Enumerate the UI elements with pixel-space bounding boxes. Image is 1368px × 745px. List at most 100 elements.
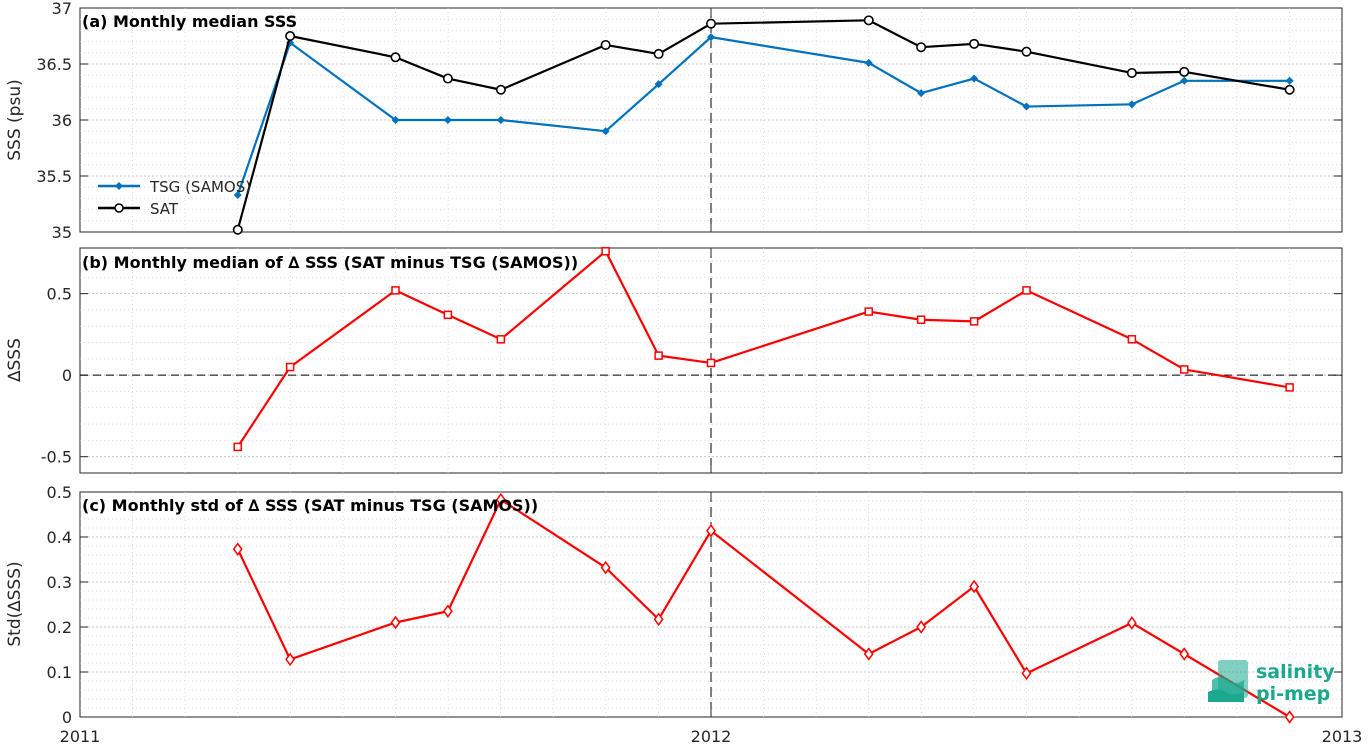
- data-point: [285, 652, 296, 667]
- data-point: [1126, 67, 1137, 78]
- data-point: [863, 647, 874, 661]
- legend: TSG (SAMOS) SAT: [98, 178, 251, 218]
- y-tick-label: -0.5: [41, 448, 72, 467]
- data-point: [442, 604, 453, 619]
- y-tick-label: 0: [62, 366, 72, 385]
- data-point: [653, 48, 664, 59]
- panel-b: -0.5 0 0.5 (b) Monthly median of ∆ SSS (SA…: [5, 247, 1343, 474]
- data-point: [391, 116, 400, 124]
- panel-a-ylabel: SSS (psu): [5, 79, 25, 160]
- data-point: [706, 523, 716, 538]
- legend-tsg-label: TSG (SAMOS): [149, 178, 251, 196]
- y-tick-label: 35: [52, 223, 72, 242]
- x-tick-label: 2011: [60, 727, 101, 745]
- data-point: [864, 58, 873, 67]
- data-point: [600, 39, 611, 50]
- data-point: [1127, 335, 1137, 344]
- data-point: [970, 74, 979, 83]
- data-point: [1284, 84, 1295, 95]
- data-point: [1022, 102, 1031, 111]
- data-point: [1179, 647, 1190, 661]
- panel-c: 0 0.1 0.2 0.3 0.4 0.5 (c) Monthly std of ∆ SS…: [5, 483, 1343, 727]
- data-point: [390, 52, 401, 63]
- panel-c-series: [232, 492, 1295, 724]
- data-point: [233, 191, 242, 200]
- x-tick-label: 2012: [691, 727, 732, 745]
- data-point: [969, 38, 980, 49]
- data-point: [1022, 286, 1031, 295]
- data-point: [1285, 76, 1294, 85]
- data-point: [653, 612, 664, 627]
- y-tick-label: 0.1: [47, 663, 72, 682]
- x-tick-label: 2013: [1322, 727, 1363, 745]
- legend-sat-marker: [114, 203, 124, 213]
- data-point: [233, 442, 242, 452]
- data-point: [285, 30, 296, 41]
- data-point: [1180, 365, 1189, 374]
- y-tick-label: 0.3: [47, 573, 72, 592]
- logo-text-salinity: salinity: [1256, 661, 1335, 683]
- legend-tsg-marker: [115, 182, 123, 190]
- panel-b-ylabel: ∆SSS: [5, 338, 25, 383]
- data-point: [707, 33, 715, 42]
- y-tick-label: 0.2: [47, 618, 72, 637]
- y-tick-label: 37: [52, 0, 72, 18]
- data-point: [443, 310, 453, 320]
- data-point: [600, 560, 611, 575]
- data-point: [1180, 76, 1189, 85]
- data-point: [232, 224, 243, 235]
- data-point: [706, 358, 716, 368]
- data-point: [1284, 710, 1295, 724]
- data-point: [969, 317, 979, 326]
- data-point: [232, 542, 243, 556]
- y-tick-label: 36: [52, 111, 72, 130]
- data-point: [495, 84, 506, 95]
- data-point: [917, 89, 926, 98]
- data-point: [1021, 46, 1032, 57]
- panel-c-y-ticks: 0 0.1 0.2 0.3 0.4 0.5: [47, 483, 1342, 727]
- data-point: [916, 315, 926, 324]
- data-point: [864, 307, 873, 316]
- wave-logo-icon: [1208, 660, 1248, 702]
- data-point: [654, 351, 663, 360]
- x-axis-ticks: 2011 2012 2013: [60, 727, 1363, 745]
- data-point: [969, 579, 980, 594]
- panel-c-grid: [80, 492, 1342, 717]
- data-point: [285, 362, 295, 372]
- panel-c-title: (c) Monthly std of ∆ SSS (SAT minus TSG …: [82, 496, 538, 515]
- data-point: [1285, 383, 1294, 392]
- panel-b-grid: [80, 248, 1342, 473]
- data-point: [496, 116, 505, 124]
- data-point: [391, 286, 400, 295]
- y-tick-label: 0: [62, 708, 72, 727]
- data-point: [443, 116, 452, 124]
- y-tick-label: 0.4: [47, 528, 72, 547]
- data-point: [1126, 616, 1137, 630]
- panel-a: 35 35.5 36 36.5 37 (a) Monthly median SSS SS…: [5, 0, 1343, 242]
- data-point: [916, 42, 927, 53]
- data-point: [601, 247, 610, 256]
- panel-a-x-gridlines: [79, 8, 1343, 232]
- data-point: [442, 73, 453, 84]
- data-point: [390, 615, 401, 630]
- y-tick-label: 0.5: [47, 285, 72, 304]
- data-point: [1179, 66, 1190, 77]
- data-point: [1021, 666, 1032, 681]
- data-point: [495, 492, 506, 507]
- y-tick-label: 36.5: [36, 55, 72, 74]
- y-tick-label: 35.5: [36, 167, 72, 186]
- data-point: [916, 620, 927, 634]
- panel-c-ylabel: Std(∆SSS): [5, 561, 25, 646]
- panel-b-series: [233, 247, 1294, 452]
- data-point: [705, 18, 716, 29]
- y-tick-label: 0.5: [47, 483, 72, 502]
- data-point: [601, 127, 610, 136]
- panel-a-y-ticks: 35 35.5 36 36.5 37: [36, 0, 1342, 242]
- salinity-pi-mep-logo: salinity pi-mep: [1208, 660, 1335, 705]
- legend-sat-label: SAT: [150, 200, 179, 218]
- panel-a-title: (a) Monthly median SSS: [82, 12, 297, 31]
- panel-b-y-ticks: -0.5 0 0.5: [41, 285, 1342, 467]
- data-point: [1127, 100, 1136, 109]
- panel-b-title: (b) Monthly median of ∆ SSS (SAT minus T…: [82, 253, 578, 272]
